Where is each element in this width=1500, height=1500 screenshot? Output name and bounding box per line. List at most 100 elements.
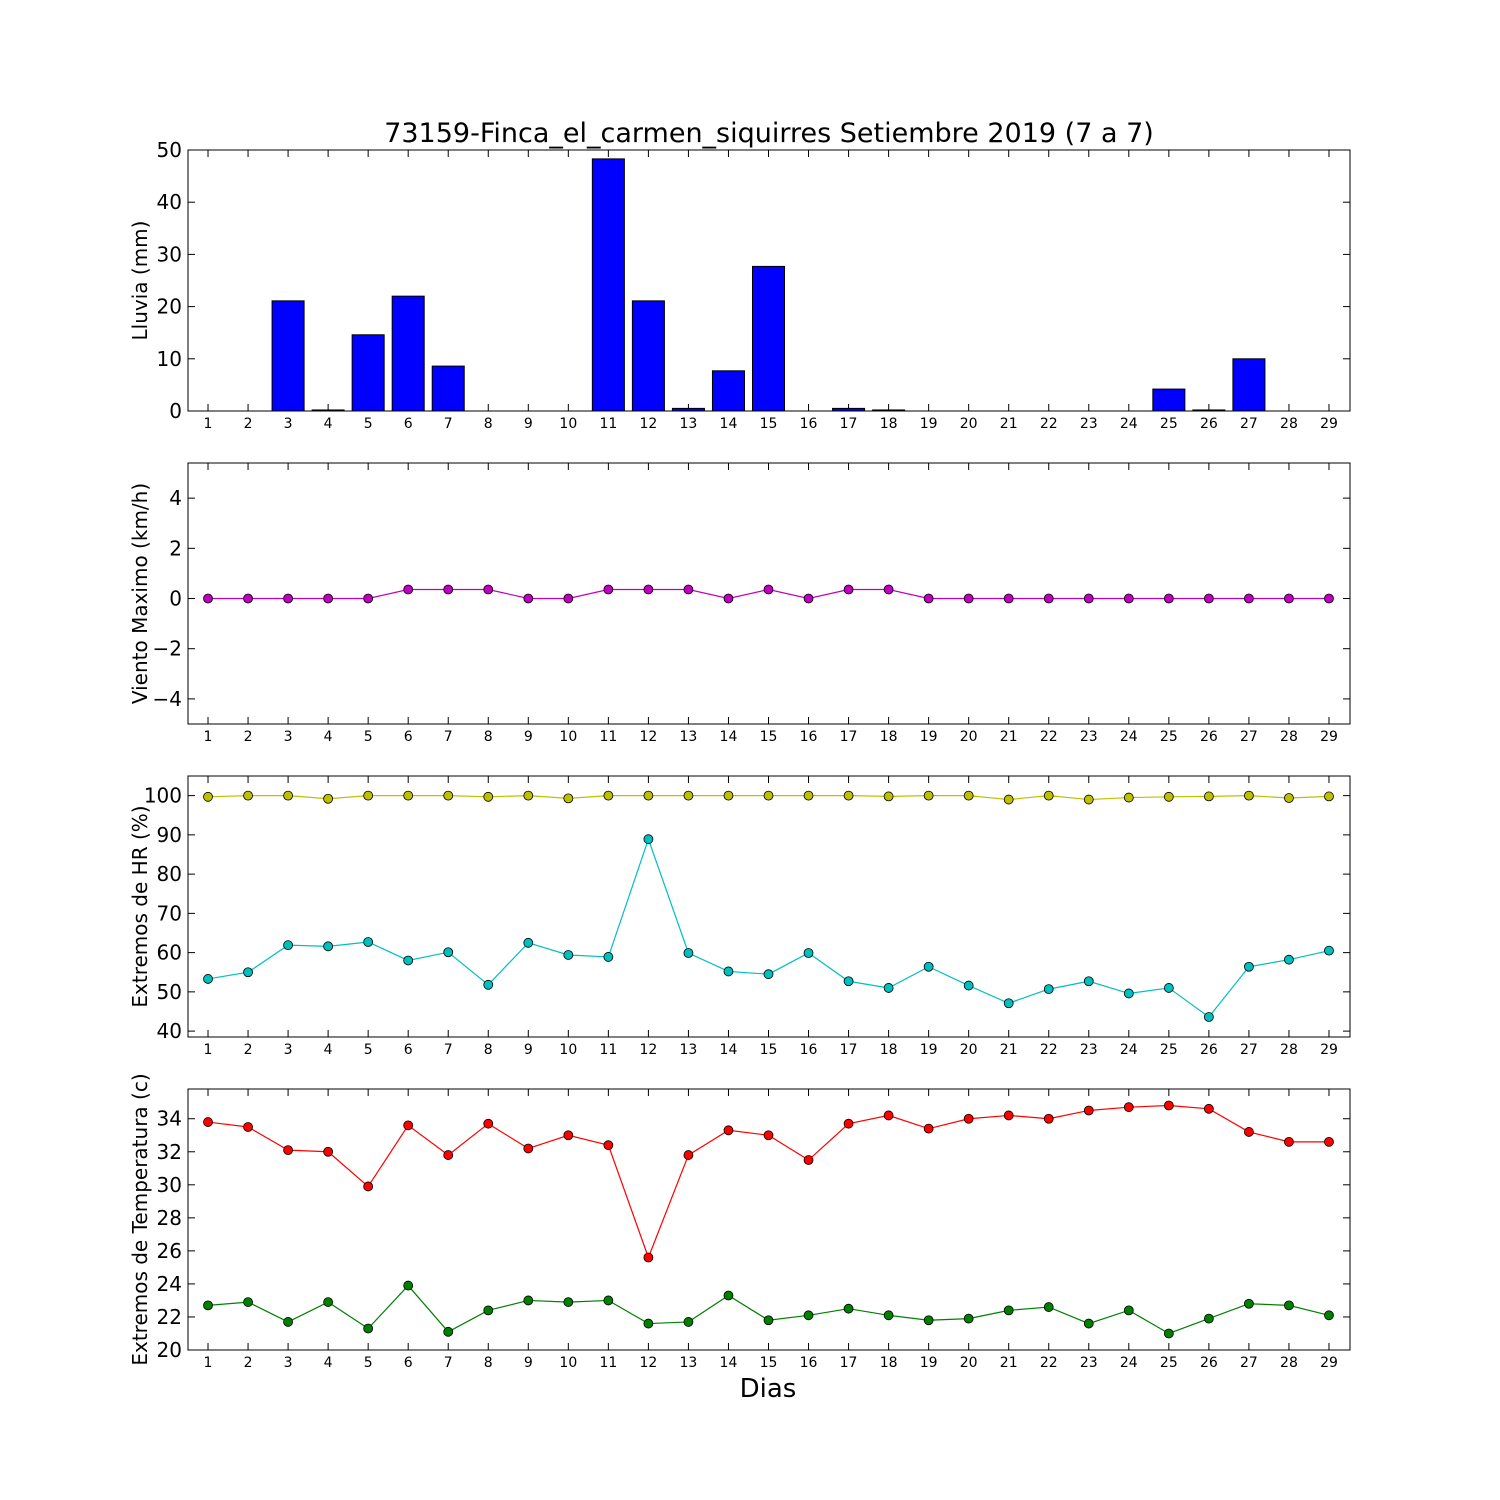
bar-day-4 — [311, 409, 345, 412]
x-tick-label: 20 — [960, 416, 978, 432]
series-1-point-day-10 — [563, 593, 574, 604]
y-axis-label: Lluvia (mm) — [128, 221, 152, 341]
series-1-point-day-21 — [1003, 794, 1014, 805]
x-tick-label: 15 — [760, 1355, 778, 1371]
series-1-point-day-27 — [1244, 790, 1254, 801]
series-1-point-day-29 — [1324, 1136, 1334, 1147]
series-1-point-day-28 — [1284, 1136, 1294, 1147]
series-2-point-day-6 — [403, 955, 414, 966]
series-2-point-day-20 — [963, 1313, 974, 1324]
series-1-point-day-25 — [1163, 1100, 1174, 1111]
series-1-point-day-4 — [323, 1146, 334, 1157]
y-axis-label: Extremos de Temperatura (c) — [128, 1073, 152, 1365]
plot-frame — [187, 775, 1351, 1038]
x-tick-label: 18 — [880, 1355, 898, 1371]
x-tick-label: 13 — [680, 416, 698, 432]
series-1-point-day-9 — [523, 593, 534, 604]
x-tick-label: 26 — [1200, 1355, 1218, 1371]
series-2-point-day-21 — [1003, 998, 1014, 1009]
x-tick-label: 5 — [364, 416, 373, 432]
series-2-point-day-10 — [563, 1297, 574, 1307]
series-1-point-day-27 — [1244, 1127, 1254, 1137]
series-1-point-day-24 — [1123, 792, 1134, 803]
series-2-point-day-15 — [763, 969, 774, 980]
series-2-point-day-5 — [363, 937, 374, 947]
series-1-point-day-16 — [803, 1155, 814, 1165]
x-tick-label: 19 — [920, 729, 938, 745]
series-2-point-day-21 — [1003, 1305, 1014, 1316]
y-tick-label: 26 — [157, 1239, 182, 1263]
series-1-point-day-23 — [1083, 593, 1094, 604]
bar-day-14 — [711, 370, 745, 412]
bar-day-3 — [271, 300, 305, 412]
series-1-point-day-5 — [363, 593, 374, 604]
series-1-point-day-12 — [643, 1252, 654, 1263]
x-tick-label: 2 — [244, 729, 253, 745]
plot-frame — [187, 1088, 1351, 1351]
x-tick-label: 4 — [324, 1355, 333, 1371]
x-tick-label: 19 — [920, 416, 938, 432]
x-tick-label: 20 — [960, 729, 978, 745]
series-1-point-day-6 — [403, 1120, 414, 1131]
series-2-point-day-4 — [323, 941, 334, 952]
x-tick-label: 7 — [444, 729, 453, 745]
series-1-point-day-20 — [963, 593, 974, 604]
x-tick-label: 8 — [484, 1355, 493, 1371]
y-tick-label: −4 — [153, 687, 182, 711]
series-1-point-day-25 — [1163, 593, 1174, 604]
y-tick-label: 10 — [157, 347, 182, 371]
series-2-point-day-19 — [923, 961, 934, 972]
series-1-point-day-14 — [723, 790, 734, 801]
x-tick-label: 28 — [1280, 1355, 1298, 1371]
x-tick-label: 21 — [1000, 416, 1018, 432]
series-1-point-day-29 — [1324, 791, 1334, 802]
x-tick-label: 26 — [1200, 1042, 1218, 1058]
series-2-point-day-10 — [563, 950, 574, 960]
series-2-point-day-16 — [803, 948, 814, 958]
series-1-point-day-4 — [323, 593, 334, 604]
x-tick-label: 12 — [639, 1355, 657, 1371]
x-tick-label: 12 — [639, 729, 657, 745]
series-2-point-day-13 — [683, 1317, 694, 1327]
series-1-point-day-16 — [803, 790, 814, 801]
figure-title: 73159-Finca_el_carmen_siquirres Setiembr… — [384, 118, 1154, 149]
x-tick-label: 29 — [1320, 1042, 1338, 1058]
series-2-point-day-12 — [643, 1318, 654, 1329]
x-tick-label: 14 — [720, 1355, 738, 1371]
x-tick-label: 6 — [404, 729, 413, 745]
x-tick-label: 29 — [1320, 1355, 1338, 1371]
series-1-point-day-18 — [883, 1110, 894, 1121]
x-tick-label: 16 — [800, 1042, 818, 1058]
series-1-point-day-23 — [1083, 1105, 1094, 1116]
y-tick-label: 80 — [157, 862, 182, 886]
x-tick-label: 21 — [1000, 729, 1018, 745]
series-2-point-day-22 — [1043, 984, 1054, 995]
x-tick-label: 15 — [760, 729, 778, 745]
x-tick-label: 19 — [920, 1042, 938, 1058]
y-tick-label: 40 — [157, 190, 182, 214]
series-2-point-day-15 — [763, 1315, 774, 1326]
series-1-point-day-26 — [1203, 593, 1214, 604]
series-2-point-day-5 — [363, 1323, 374, 1334]
series-1-point-day-23 — [1083, 794, 1094, 805]
series-1-point-day-7 — [443, 790, 454, 801]
x-tick-label: 11 — [599, 1042, 617, 1058]
x-tick-label: 12 — [639, 1042, 657, 1058]
x-tick-label: 9 — [524, 729, 533, 745]
x-tick-label: 11 — [599, 1355, 617, 1371]
y-tick-label: 30 — [157, 242, 182, 266]
x-tick-label: 17 — [840, 1042, 858, 1058]
series-2-point-day-25 — [1163, 1328, 1174, 1339]
x-tick-label: 26 — [1200, 729, 1218, 745]
x-tick-label: 5 — [364, 1355, 373, 1371]
series-2-point-day-18 — [883, 983, 894, 993]
series-2-point-day-9 — [523, 937, 534, 948]
series-2-point-day-27 — [1244, 961, 1254, 972]
x-tick-label: 24 — [1120, 729, 1138, 745]
series-1-point-day-14 — [723, 593, 734, 604]
x-tick-label: 23 — [1080, 729, 1098, 745]
series-1-point-day-14 — [723, 1125, 734, 1136]
series-2-point-day-7 — [443, 947, 454, 958]
